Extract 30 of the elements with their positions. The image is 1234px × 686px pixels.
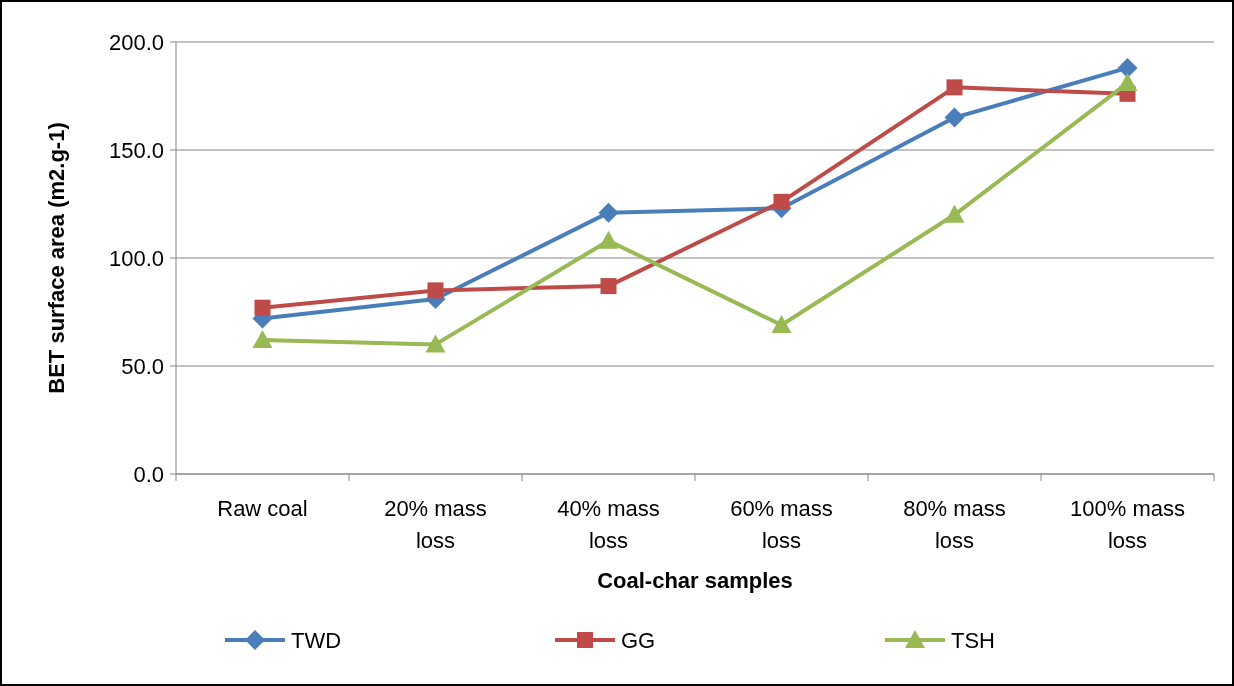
y-axis-title: BET surface area (m2.g-1) (44, 122, 69, 394)
point (427, 282, 444, 299)
point (946, 79, 963, 96)
point (771, 314, 792, 333)
x-tick-label: 60% mass loss (730, 496, 833, 553)
y-tick-label: 100.0 (108, 245, 164, 271)
point (598, 202, 619, 223)
legend-label: TWD (291, 627, 342, 653)
point (944, 107, 965, 128)
x-tick-label: 100% mass loss (1070, 496, 1185, 553)
point (1117, 73, 1138, 92)
point (944, 204, 965, 223)
x-tick-label: 80% mass loss (903, 496, 1006, 553)
y-tick-label: 150.0 (108, 137, 164, 163)
point (773, 193, 790, 210)
y-tick-label: 200.0 (108, 29, 164, 55)
x-tick-label: 20% mass loss (384, 496, 487, 553)
legend-label: GG (621, 627, 656, 653)
y-tick-label: 50.0 (121, 353, 164, 379)
point (1117, 57, 1138, 78)
x-axis-title: Coal-char samples (597, 568, 793, 593)
x-tick-label: Raw coal (217, 496, 308, 521)
point (252, 330, 273, 349)
point (254, 299, 271, 316)
point (425, 334, 446, 353)
x-tick-label: 40% mass loss (557, 496, 660, 553)
legend-label: TSH (951, 627, 995, 653)
point (600, 278, 617, 295)
y-tick-label: 0.0 (133, 461, 164, 487)
point (598, 230, 619, 249)
